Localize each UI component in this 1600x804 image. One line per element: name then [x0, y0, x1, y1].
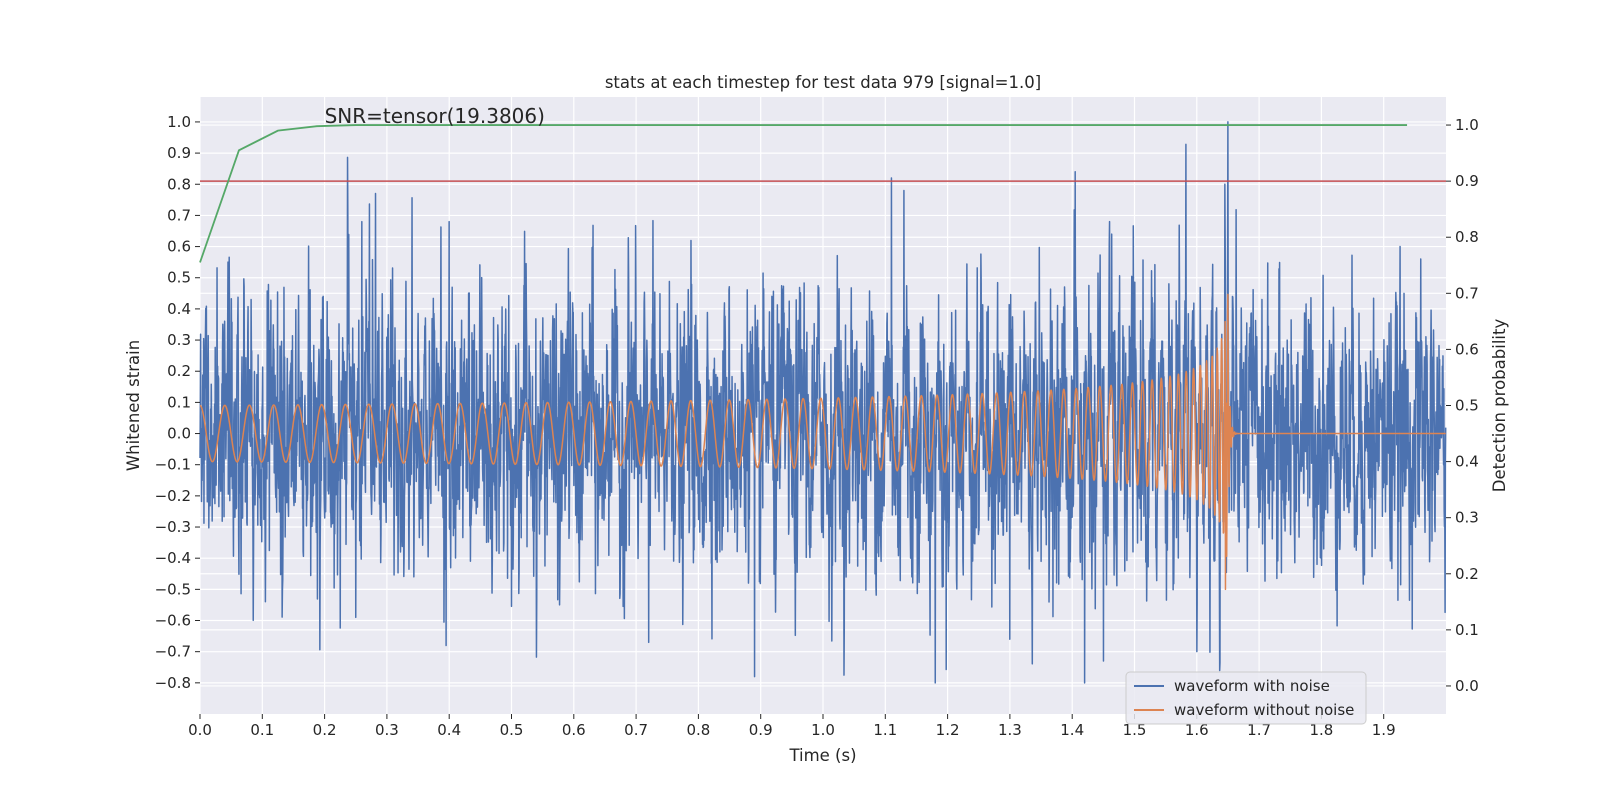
y2-tick-label: 0.3	[1455, 509, 1479, 527]
x-tick-label: 0.4	[437, 721, 461, 739]
y-tick-label: 0.6	[167, 238, 191, 256]
y2-tick-label: 0.1	[1455, 621, 1479, 639]
y2-tick-label: 0.9	[1455, 172, 1479, 190]
y-tick-label: −0.7	[155, 643, 191, 661]
y2-tick-label: 0.6	[1455, 340, 1479, 358]
snr-annotation: SNR=tensor(19.3806)	[325, 104, 545, 128]
x-tick-label: 1.8	[1309, 721, 1333, 739]
axes: 0.0 0.1 0.2 0.3 0.4 0.5 0.6 0.7 0.8 0.9 1.0 1.1 1.2 1…	[155, 113, 1479, 739]
y-tick-label: −0.6	[155, 612, 191, 630]
series-detection-probability	[199, 124, 1408, 263]
y-tick-label: 0.0	[167, 425, 191, 443]
y-tick-label: 0.7	[167, 206, 191, 224]
y-tick-label: −0.5	[155, 580, 191, 598]
x-tick-label: 0.7	[624, 721, 648, 739]
y-axis-label: Whitened strain	[124, 340, 143, 471]
y-tick-label: 0.1	[167, 393, 191, 411]
y-tick-label: 1.0	[167, 113, 191, 131]
x-tick-label: 1.4	[1060, 721, 1084, 739]
y2-tick-label: 0.0	[1455, 677, 1479, 695]
y2-tick-label: 0.7	[1455, 284, 1479, 302]
legend: waveform with noise waveform without noi…	[1125, 671, 1367, 725]
y-tick-label: 0.8	[167, 175, 191, 193]
chart-title: stats at each timestep for test data 979…	[605, 73, 1041, 92]
x-tick-label: 0.8	[686, 721, 710, 739]
x-tick-label: 0.0	[188, 721, 212, 739]
y-tick-label: 0.2	[167, 362, 191, 380]
x-tick-label: 1.5	[1123, 721, 1147, 739]
y-tick-label: −0.8	[155, 674, 191, 692]
y-tick-label: −0.4	[155, 549, 191, 567]
y-tick-label: 0.9	[167, 144, 191, 162]
series-layer	[199, 121, 1447, 684]
y-tick-label: 0.4	[167, 300, 191, 318]
y2-tick-label: 0.4	[1455, 453, 1479, 471]
y2-tick-label: 0.5	[1455, 397, 1479, 415]
x-axis-label: Time (s)	[788, 746, 856, 765]
y-tick-label: −0.2	[155, 487, 191, 505]
x-tick-label: 0.6	[562, 721, 586, 739]
y2-tick-label: 0.8	[1455, 228, 1479, 246]
y-tick-label: −0.1	[155, 456, 191, 474]
x-tick-label: 1.6	[1185, 721, 1209, 739]
legend-label-clean: waveform without noise	[1174, 701, 1354, 719]
x-tick-label: 0.5	[500, 721, 524, 739]
x-tick-label: 1.2	[936, 721, 960, 739]
y2-tick-label: 1.0	[1455, 116, 1479, 134]
x-tick-label: 1.0	[811, 721, 835, 739]
x-tick-label: 1.9	[1372, 721, 1396, 739]
x-tick-label: 0.2	[313, 721, 337, 739]
y2-axis-label: Detection probability	[1490, 319, 1509, 493]
legend-box	[1125, 671, 1367, 725]
x-tick-label: 1.7	[1247, 721, 1271, 739]
y-tick-label: 0.5	[167, 269, 191, 287]
y2-tick-label: 0.2	[1455, 565, 1479, 583]
x-tick-label: 0.9	[749, 721, 773, 739]
y-tick-label: −0.3	[155, 518, 191, 536]
series-clean-waveform	[199, 293, 1447, 591]
legend-label-noisy: waveform with noise	[1174, 677, 1330, 695]
y-tick-label: 0.3	[167, 331, 191, 349]
x-tick-label: 1.3	[998, 721, 1022, 739]
x-tick-label: 0.1	[250, 721, 274, 739]
series-noisy-waveform	[199, 121, 1447, 684]
x-tick-label: 1.1	[873, 721, 897, 739]
x-tick-label: 0.3	[375, 721, 399, 739]
